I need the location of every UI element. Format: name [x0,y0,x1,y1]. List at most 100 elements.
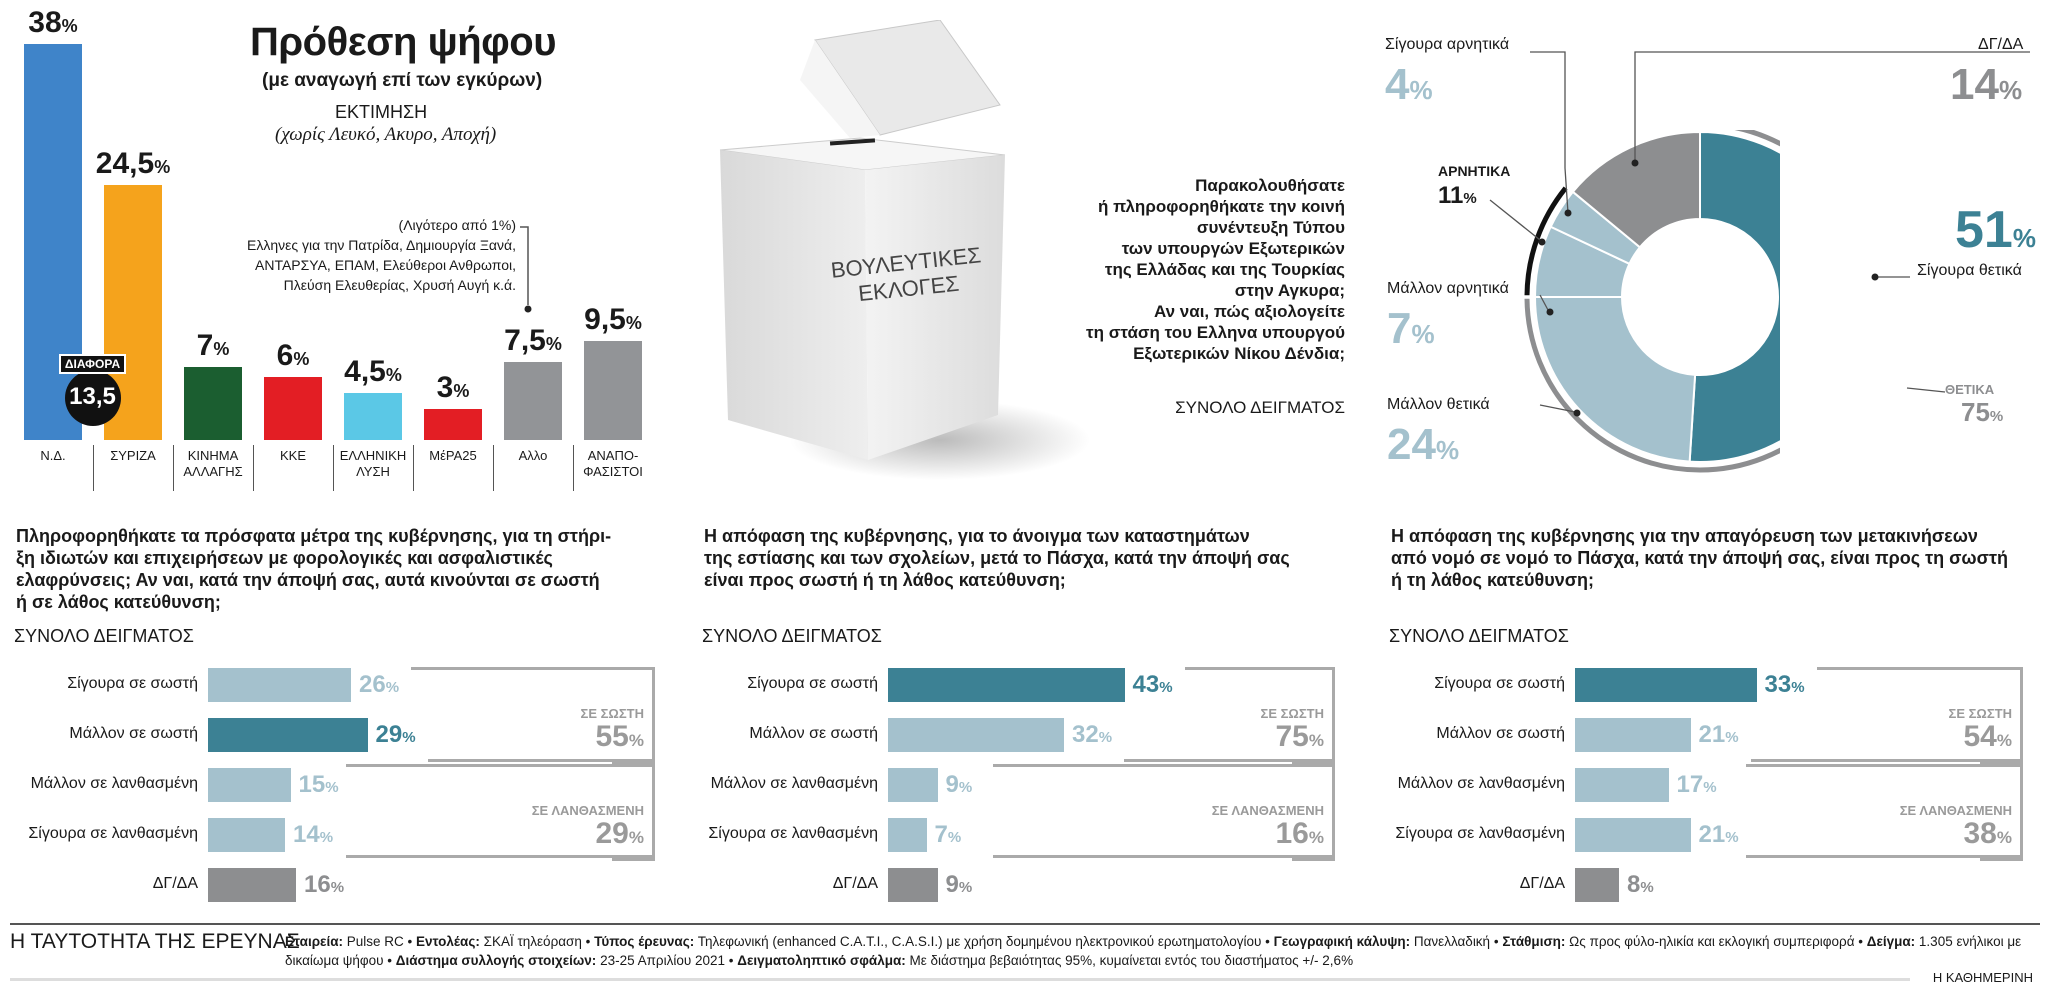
chart-title: Πρόθεση ψήφου [250,20,556,64]
others-note-line: Πλεύση Ελευθερίας, Χρυσή Αυγή κ.ά. [283,277,516,293]
vote-value-label: 4,5% [344,355,402,389]
vote-separator [173,445,174,491]
vote-bar [584,341,642,440]
vote-value-unit: % [625,313,642,333]
estimate-note: (χωρίς Λευκό, Ακυρο, Αποχή) [275,124,497,145]
response-label: Μάλλον σε σωστή [749,725,878,742]
response-value: 17% [1677,771,1717,799]
group-label: ΣΕ ΣΩΣΤΗ [580,706,644,721]
donut-chart [1524,130,1780,473]
response-bar [208,718,368,752]
vote-category-label: Ν.Δ. [13,448,93,464]
vote-bar [264,377,322,440]
donut-value-mal-thet: 24% [1387,420,1459,470]
response-value-text: 33 [1764,671,1792,698]
vote-category-label: ΚΙΝΗΜΑ ΑΛΛΑΓΗΣ [173,448,253,480]
footer-key: Τύπος έρευνας: [594,934,695,949]
response-value: 16% [304,871,344,899]
vote-category-line: ΚΙΝΗΜΑ [187,448,239,463]
group-value: 29% [596,817,645,851]
footer-key: Εντολέας: [416,934,480,949]
donut-label-sig-thet: Σίγουρα θετικά [1917,262,2022,279]
response-value: 32% [1072,721,1112,749]
vote-value-label: 7,5% [504,324,562,358]
wrong-bracket-bottom [1745,855,2020,858]
response-value-unit: % [330,879,345,896]
group-value-text: 16 [1275,817,1309,850]
group-value: 16% [1276,817,1325,851]
vote-category-line: ΦΑΣΙΣΤΟΙ [583,464,643,479]
donut-label-mal-thet: Μάλλον θετικά [1387,396,1490,413]
group-value: 75% [1276,720,1325,754]
vote-separator [573,445,574,491]
vote-value-label: 9,5% [584,303,642,337]
correct-bracket-bottom [427,759,652,762]
response-label: Σίγουρα σε σωστή [1434,675,1565,692]
wrong-bracket-top [345,764,652,767]
vote-category-line: ΛΥΣΗ [356,464,390,479]
donut-question-line: Αν ναι, πώς αξιολογείτε [1153,302,1345,321]
wrong-bracket [1980,764,2023,861]
vote-bar [344,393,402,440]
vote-category-label: ΑΝΑΠΟ- ΦΑΣΙΣΤΟΙ [573,448,653,480]
response-label: Σίγουρα σε σωστή [67,675,198,692]
footer-key: Γεωγραφική κάλυψη: [1273,934,1411,949]
donut-question-line: της Ελλάδας και της Τουρκίας [1104,260,1345,279]
response-label: ΔΓ/ΔΑ [152,875,198,892]
response-bar [1575,668,1757,702]
donut-question: Παρακολουθήσατε ή πληροφορηθήκατε την κοι… [1010,175,1345,364]
response-value-text: 15 [298,771,326,798]
vote-value-text: 7,5 [504,323,546,357]
vote-value-unit: % [385,365,402,386]
group-label: ΣΕ ΛΑΝΘΑΣΜΕΝΗ [1211,803,1324,818]
response-bar [1575,718,1691,752]
response-value-unit: % [958,779,973,796]
response-label: Μάλλον σε λανθασμένη [1397,775,1565,792]
donut-label-thet: ΘΕΤΙΚΑ [1945,382,1995,397]
ballot-box-illustration [719,20,1090,480]
footer-key: Δειγματοληπτικό σφάλμα: [737,953,906,968]
donut-question-line: τη στάση του Ελληνα υπουργού [1086,323,1345,342]
survey-question: Πληροφορηθήκατε τα πρόσφατα μέτρα της κυ… [16,525,666,613]
vote-value-text: 4,5 [344,355,386,389]
vote-value-text: 6 [276,339,294,373]
donut-slice [1571,130,1701,249]
wrong-bracket [612,764,655,861]
footer-title: Η ΤΑΥΤΟΤΗΤΑ ΤΗΣ ΕΡΕΥΝΑΣ [10,930,300,953]
survey-question: Η απόφαση της κυβέρνησης για την απαγόρε… [1391,525,2041,591]
response-value-unit: % [325,779,339,796]
donut-value-text: 11 [1438,182,1464,209]
response-value: 8% [1627,871,1654,899]
response-bar [1575,818,1691,852]
vote-bar [184,367,242,440]
donut-question-line: ή πληροφορηθήκατε την κοινή [1097,197,1345,216]
vote-value-unit: % [61,16,78,36]
vote-value-unit: % [545,333,562,354]
donut-question-line: συνέντευξη Τύπου [1196,218,1345,237]
response-value-text: 29 [375,721,403,748]
correct-bracket-top [1184,667,1332,670]
donut-value-unit: % [2012,223,2036,253]
vote-value-text: 7 [196,329,214,363]
response-bar [888,668,1125,702]
footer-value: 1.305 ενήλικοι με δικαίωμα ψήφου • [285,934,2022,968]
response-value-text: 21 [1698,721,1726,748]
footer-key: Διάστημα συλλογής στοιχείων: [395,953,597,968]
group-value-text: 54 [1963,720,1997,753]
response-value-text: 26 [359,671,386,698]
response-value-unit: % [1725,729,1739,746]
vote-value-unit: % [154,156,171,177]
publisher-brand: Η ΚΑΘΗΜΕΡΙΝΗ [1932,970,2033,985]
response-value-unit: % [1703,779,1717,796]
vote-category-label: ΚΚΕ [253,448,333,464]
survey-details: Εταιρεία: Pulse RC • Εντολέας: ΣΚΑΪ τηλε… [285,932,2025,970]
group-value-unit: % [1308,828,1324,847]
donut-value-unit: % [1989,408,2004,425]
response-value: 33% [1765,671,1805,699]
others-pointer [520,226,532,313]
response-value-unit: % [402,729,416,746]
donut-sample-label: ΣΥΝΟΛΟ ΔΕΙΓΜΑΤΟΣ [1175,398,1345,417]
footer-value: Πανελλαδική • [1410,934,1503,949]
difference-badge: ΔΙΑΦΟΡΑ 13,5 [55,354,130,426]
response-value-unit: % [1098,729,1113,746]
